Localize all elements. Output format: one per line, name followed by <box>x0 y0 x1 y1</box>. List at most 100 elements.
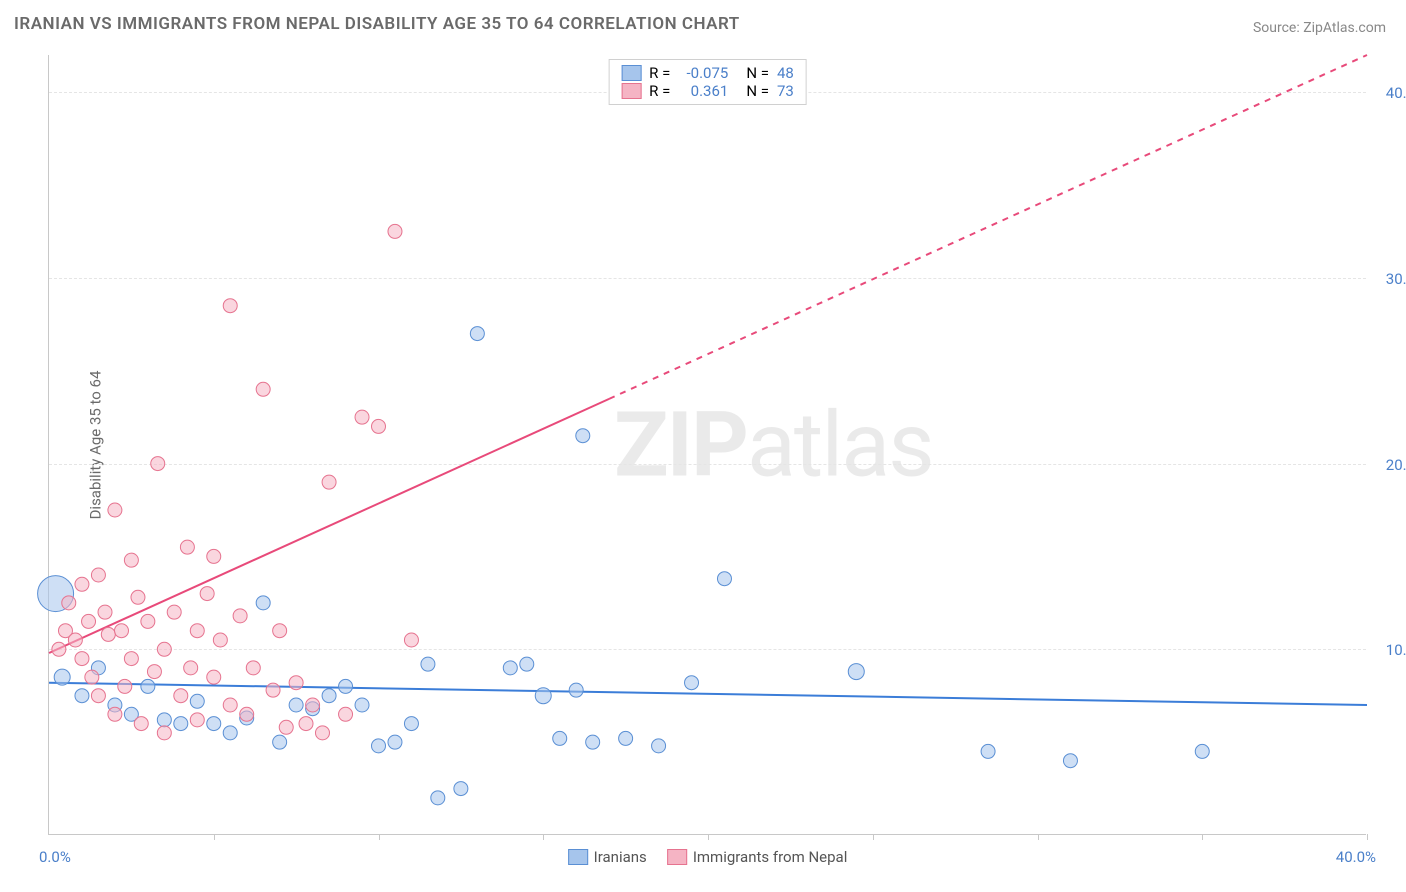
x-tick <box>1038 834 1039 840</box>
data-point <box>207 549 221 563</box>
chart-area: Disability Age 35 to 64 ZIPatlas 10.0%20… <box>48 55 1366 835</box>
data-point <box>131 590 145 604</box>
data-point <box>223 299 237 313</box>
data-point <box>157 726 171 740</box>
data-point <box>273 624 287 638</box>
data-point <box>266 683 280 697</box>
legend-swatch-pink <box>621 83 641 99</box>
source-attribution: Source: ZipAtlas.com <box>1253 20 1386 36</box>
data-point <box>174 689 188 703</box>
data-point <box>256 382 270 396</box>
data-point <box>85 670 99 684</box>
data-point <box>339 707 353 721</box>
data-point <box>339 679 353 693</box>
data-point <box>404 717 418 731</box>
y-tick-label: 40.0% <box>1371 84 1406 102</box>
data-point <box>108 707 122 721</box>
r-label: R = <box>649 64 670 82</box>
legend-bottom: Iranians Immigrants from Nepal <box>568 848 848 866</box>
data-point <box>68 633 82 647</box>
data-point <box>233 609 247 623</box>
r-label: R = <box>649 82 670 100</box>
data-point <box>108 503 122 517</box>
data-point <box>213 633 227 647</box>
chart-title: IRANIAN VS IMMIGRANTS FROM NEPAL DISABIL… <box>14 14 740 34</box>
data-point <box>200 587 214 601</box>
data-point <box>553 731 567 745</box>
data-point <box>52 642 66 656</box>
legend-swatch-blue <box>621 65 641 81</box>
data-point <box>388 735 402 749</box>
data-point <box>91 568 105 582</box>
data-point <box>569 683 583 697</box>
legend-row-nepal: R = 0.361 N = 73 <box>621 82 794 100</box>
data-point <box>157 642 171 656</box>
y-tick-label: 30.0% <box>1371 270 1406 288</box>
data-point <box>299 717 313 731</box>
data-point <box>75 689 89 703</box>
data-point <box>503 661 517 675</box>
data-point <box>124 652 138 666</box>
data-point <box>306 698 320 712</box>
n-label: N = <box>746 64 769 82</box>
data-point <box>141 679 155 693</box>
legend-swatch-blue <box>568 849 588 865</box>
data-point <box>322 475 336 489</box>
data-point <box>174 717 188 731</box>
n-label: N = <box>746 82 769 100</box>
data-point <box>82 614 96 628</box>
data-point <box>190 694 204 708</box>
data-point <box>114 624 128 638</box>
x-axis-max-label: 40.0% <box>1336 848 1376 866</box>
data-point <box>147 665 161 679</box>
data-point <box>848 664 864 680</box>
data-point <box>223 726 237 740</box>
x-tick <box>214 834 215 840</box>
trend-line <box>49 399 609 653</box>
data-point <box>54 669 70 685</box>
n-value-nepal: 73 <box>777 82 794 100</box>
data-point <box>151 457 165 471</box>
data-point <box>180 540 194 554</box>
data-point <box>207 717 221 731</box>
n-value-iranians: 48 <box>777 64 794 82</box>
data-point <box>101 627 115 641</box>
data-point <box>586 735 600 749</box>
data-point <box>470 327 484 341</box>
data-point <box>190 713 204 727</box>
legend-label-iranians: Iranians <box>594 848 647 866</box>
data-point <box>157 713 171 727</box>
data-point <box>454 782 468 796</box>
data-point <box>184 661 198 675</box>
data-point <box>134 717 148 731</box>
data-point <box>273 735 287 749</box>
legend-top: R = -0.075 N = 48 R = 0.361 N = 73 <box>608 59 807 105</box>
y-tick-label: 20.0% <box>1371 456 1406 474</box>
data-point <box>240 707 254 721</box>
data-point <box>576 429 590 443</box>
data-point <box>141 614 155 628</box>
r-value-nepal: 0.361 <box>678 82 728 100</box>
x-axis-min-label: 0.0% <box>39 848 71 866</box>
data-point <box>190 624 204 638</box>
legend-swatch-pink <box>667 849 687 865</box>
data-point <box>289 676 303 690</box>
data-point <box>118 679 132 693</box>
data-point <box>388 224 402 238</box>
data-point <box>535 688 551 704</box>
data-point <box>421 657 435 671</box>
data-point <box>315 726 329 740</box>
trend-line-dashed <box>609 55 1367 399</box>
scatter-plot <box>49 55 1366 834</box>
data-point <box>981 744 995 758</box>
data-point <box>619 731 633 745</box>
data-point <box>372 739 386 753</box>
trend-line <box>49 683 1367 705</box>
data-point <box>279 720 293 734</box>
data-point <box>246 661 260 675</box>
x-tick <box>379 834 380 840</box>
data-point <box>520 657 534 671</box>
data-point <box>124 553 138 567</box>
y-tick-label: 10.0% <box>1371 641 1406 659</box>
data-point <box>167 605 181 619</box>
